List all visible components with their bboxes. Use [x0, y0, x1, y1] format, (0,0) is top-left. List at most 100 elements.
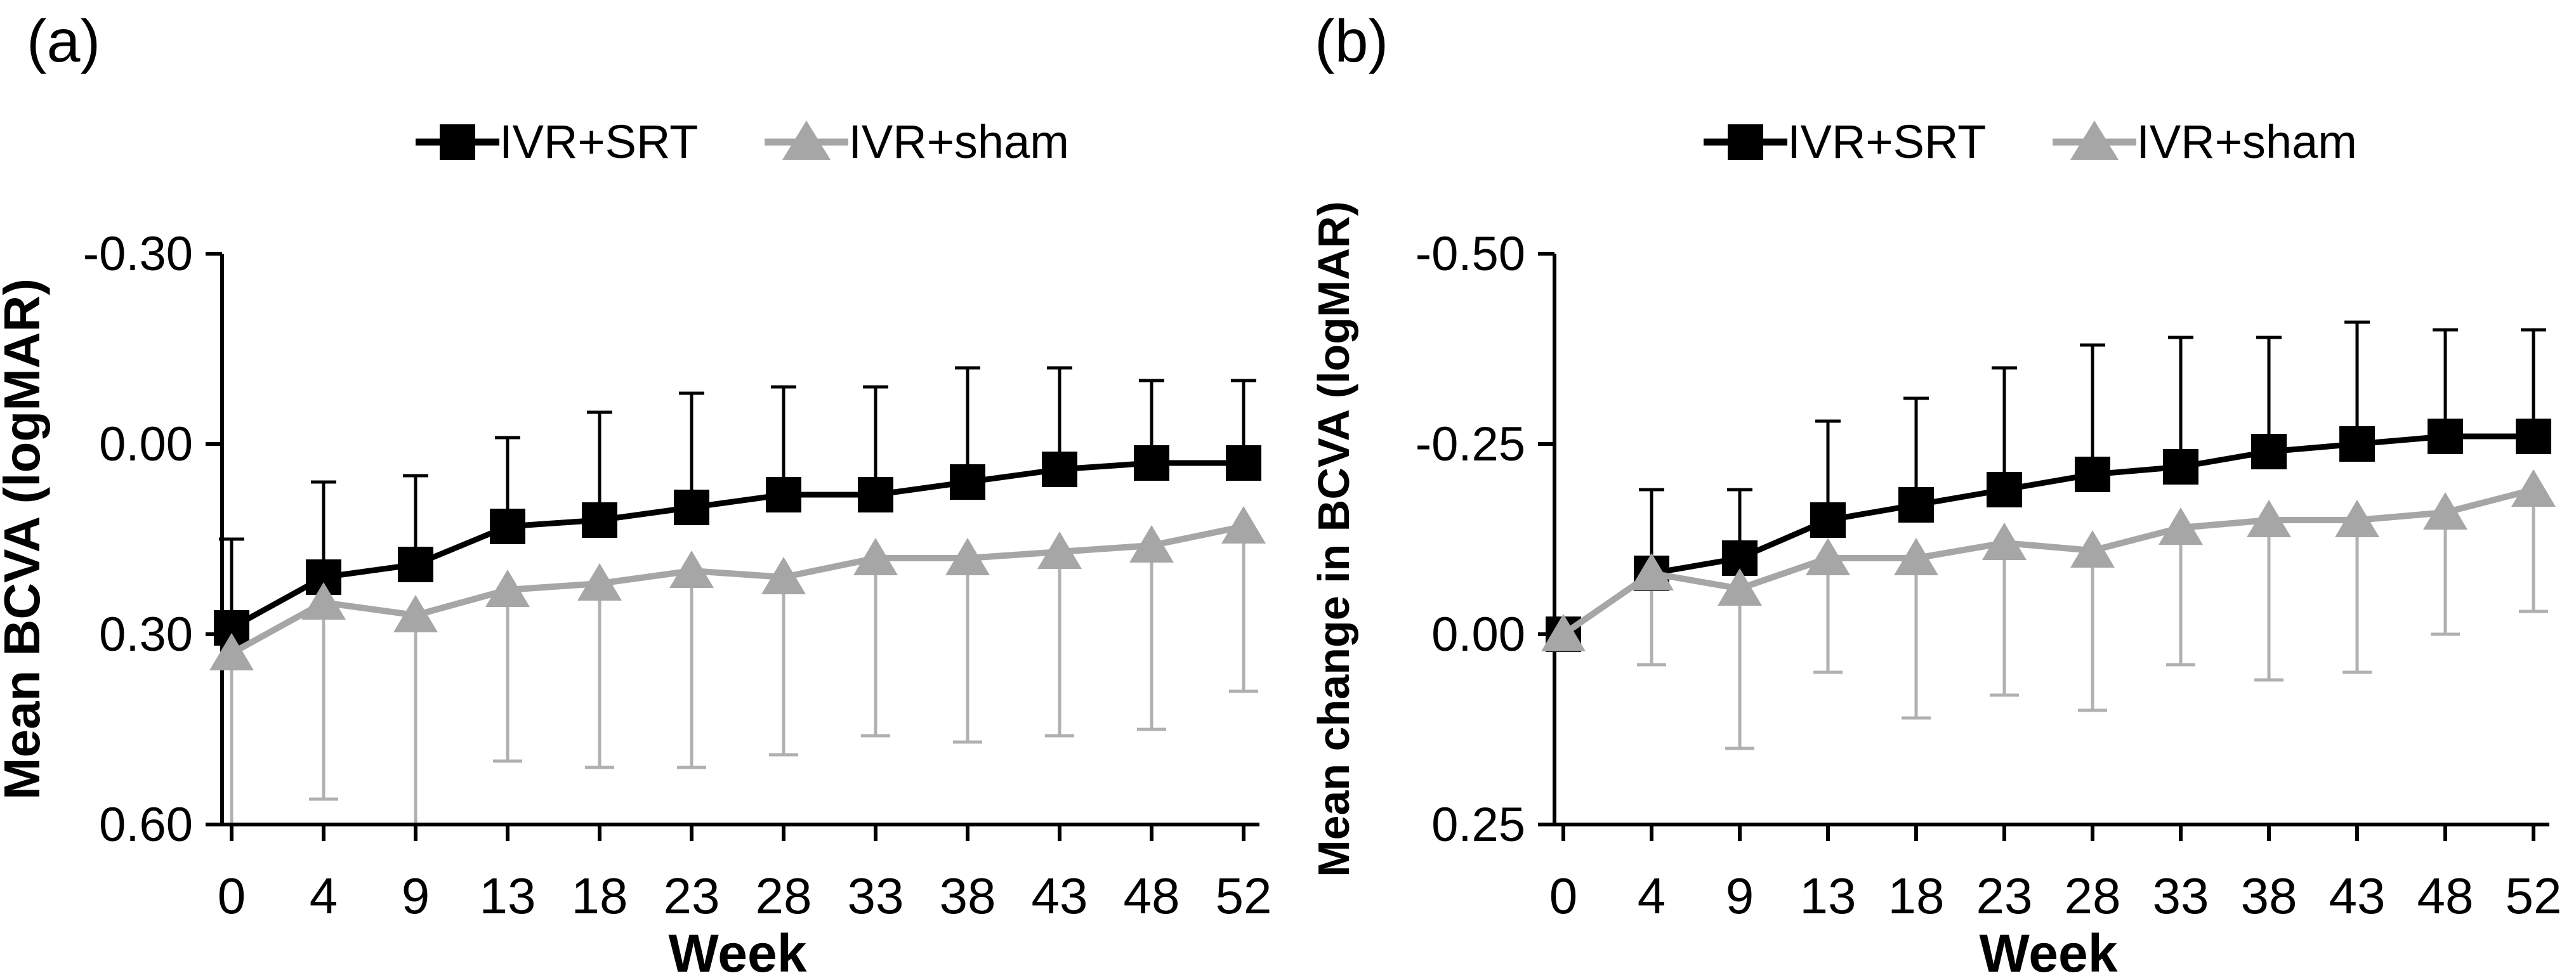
- x-tick-label: 38: [2241, 868, 2297, 924]
- x-tick-label: 52: [2506, 868, 2562, 924]
- triangle-marker-icon: [765, 121, 849, 160]
- x-tick-labels: 0 4 9 13 18 23 28 33 38 43 48 52: [1549, 868, 2562, 924]
- legend-item-ivr-sham: IVR+sham: [2053, 113, 2357, 171]
- x-tick-label: 43: [2329, 868, 2386, 924]
- series-markers-ivr-srt: [214, 445, 1261, 646]
- legend-item-ivr-srt: IVR+SRT: [1704, 113, 1986, 171]
- data-point: [950, 464, 985, 500]
- x-tick-label: 23: [664, 868, 720, 924]
- series-line-ivr-srt: [230, 460, 1244, 630]
- x-axis-title: Week: [1980, 923, 2118, 978]
- data-point: [2163, 449, 2198, 485]
- series-markers-ivr-srt: [1546, 419, 2551, 652]
- data-point: [2075, 457, 2110, 492]
- y-tick-label: 0.00: [1431, 608, 1525, 662]
- y-tick-label: 0.25: [1431, 798, 1525, 852]
- data-point: [1042, 452, 1077, 487]
- x-tick-label: 4: [1638, 868, 1666, 924]
- data-point: [1226, 445, 1261, 481]
- legend-label-ivr-srt: IVR+SRT: [499, 115, 699, 168]
- data-point: [945, 538, 990, 575]
- data-point: [2335, 500, 2379, 537]
- data-point: [393, 595, 438, 632]
- panel-b: (b) IVR+SRT IVR+sham -0.50 -0.25 0.00 0.25 0…: [1288, 0, 2576, 978]
- x-tick-label: 28: [756, 868, 812, 924]
- error-bars-ivr-sham: [230, 526, 1258, 825]
- data-point: [582, 502, 617, 538]
- x-tick-label: 18: [1888, 868, 1945, 924]
- data-point: [1806, 538, 1850, 575]
- legend-label-ivr-sham: IVR+sham: [2136, 115, 2357, 168]
- panel-b-chart: -0.50 -0.25 0.00 0.25 0 4 9 13 18 23 28 33 38 43 48 52 W…: [1309, 201, 2562, 978]
- axes: [206, 252, 1259, 841]
- data-point: [858, 477, 893, 512]
- legend-label-ivr-srt: IVR+SRT: [1787, 115, 1987, 168]
- x-tick-label: 4: [310, 868, 338, 924]
- data-point: [2247, 500, 2291, 537]
- series-line-ivr-sham: [230, 523, 1245, 656]
- data-point: [853, 538, 898, 575]
- legend-label-ivr-sham: IVR+sham: [848, 115, 1069, 168]
- x-tick-label: 18: [572, 868, 628, 924]
- triangle-marker-icon: [2053, 121, 2137, 160]
- series-line-ivr-sham: [1561, 486, 2535, 637]
- data-point: [1037, 531, 1082, 569]
- x-tick-label: 48: [2417, 868, 2474, 924]
- y-tick-labels: -0.30 0.00 0.30 0.60: [83, 227, 193, 852]
- data-point: [2070, 530, 2115, 568]
- data-point: [2339, 426, 2375, 462]
- panel-b-legend: IVR+SRT IVR+sham: [1504, 113, 2557, 171]
- y-tick-label: -0.25: [1416, 417, 1525, 471]
- x-tick-label: 13: [480, 868, 536, 924]
- y-tick-label: -0.50: [1416, 227, 1525, 281]
- data-point: [1894, 538, 1938, 575]
- x-tick-label: 0: [218, 868, 246, 924]
- data-point: [766, 477, 801, 512]
- data-point: [1629, 553, 1674, 590]
- series-line-ivr-srt: [1561, 433, 2533, 637]
- data-point: [2251, 434, 2287, 469]
- y-tick-labels: -0.50 -0.25 0.00 0.25: [1416, 227, 1525, 852]
- data-point: [2159, 507, 2203, 545]
- y-tick-label: 0.60: [99, 798, 193, 852]
- square-marker-icon: [416, 124, 500, 160]
- panel-a-chart: -0.30 0.00 0.30 0.60 0 4 9 13 18 23 28 33 38 43 48 52 We…: [0, 227, 1272, 978]
- y-axis-title: Mean change in BCVA (logMAR): [1309, 201, 1358, 877]
- error-bars-ivr-sham: [1637, 490, 2548, 750]
- x-tick-label: 23: [1976, 868, 2033, 924]
- data-point: [1221, 506, 1266, 544]
- data-point: [674, 490, 709, 525]
- panel-a-legend: IVR+SRT IVR+sham: [216, 113, 1269, 171]
- data-point: [1810, 502, 1846, 538]
- panel-b-label: (b): [1315, 8, 1389, 75]
- legend-item-ivr-sham: IVR+sham: [765, 113, 1069, 171]
- x-tick-label: 0: [1549, 868, 1578, 924]
- x-axis-title: Week: [669, 923, 807, 978]
- data-point: [2428, 419, 2463, 454]
- data-point: [2511, 469, 2556, 507]
- data-point: [1987, 472, 2022, 507]
- data-point: [2423, 492, 2468, 530]
- error-bars-ivr-srt: [219, 366, 1256, 628]
- x-tick-label: 13: [1800, 868, 1856, 924]
- y-tick-label: -0.30: [83, 227, 193, 281]
- x-tick-label: 43: [1032, 868, 1088, 924]
- x-tick-label: 9: [1726, 868, 1754, 924]
- square-marker-icon: [1704, 124, 1788, 160]
- y-tick-label: 0.30: [99, 608, 193, 662]
- y-tick-label: 0.00: [99, 417, 193, 471]
- data-point: [1718, 568, 1762, 606]
- y-axis-title: Mean BCVA (logMAR): [0, 278, 50, 800]
- data-point: [577, 563, 622, 601]
- series-markers-ivr-sham: [209, 506, 1266, 670]
- error-bars-ivr-srt: [1639, 320, 2546, 573]
- series-markers-ivr-sham: [1541, 469, 2556, 651]
- data-point: [761, 557, 806, 594]
- data-point: [301, 582, 346, 620]
- panel-a-label: (a): [27, 8, 101, 75]
- x-tick-label: 33: [2153, 868, 2209, 924]
- data-point: [1898, 487, 1934, 523]
- x-tick-label: 52: [1216, 868, 1272, 924]
- x-tick-label: 9: [402, 868, 430, 924]
